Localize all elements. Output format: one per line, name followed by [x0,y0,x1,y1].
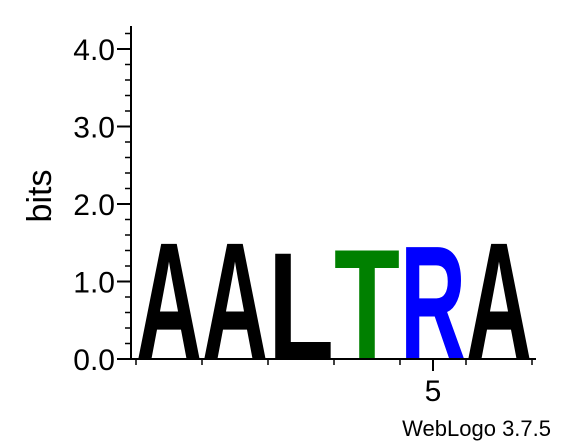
chart-axes: 0.0 1.0 2.0 3.0 4.0 5 [73,26,536,408]
logo-letter-l-pos3: L [268,222,334,393]
logo-letter-t-pos4: T [334,217,400,393]
y-tick-label: 0.0 [73,344,115,377]
y-tick-label: 1.0 [73,267,115,300]
y-axis-label: bits [21,170,59,223]
logo-letter-a-pos1: A [136,208,202,395]
y-tick-label: 4.0 [73,34,115,67]
logo-letter-a-pos2: A [202,208,268,395]
weblogo-credit: WebLogo 3.7.5 [402,416,551,441]
y-tick-label: 3.0 [73,112,115,145]
x-tick-label: 5 [425,375,442,408]
logo-letter-a-pos6: A [466,208,532,395]
y-tick-label: 2.0 [73,189,115,222]
